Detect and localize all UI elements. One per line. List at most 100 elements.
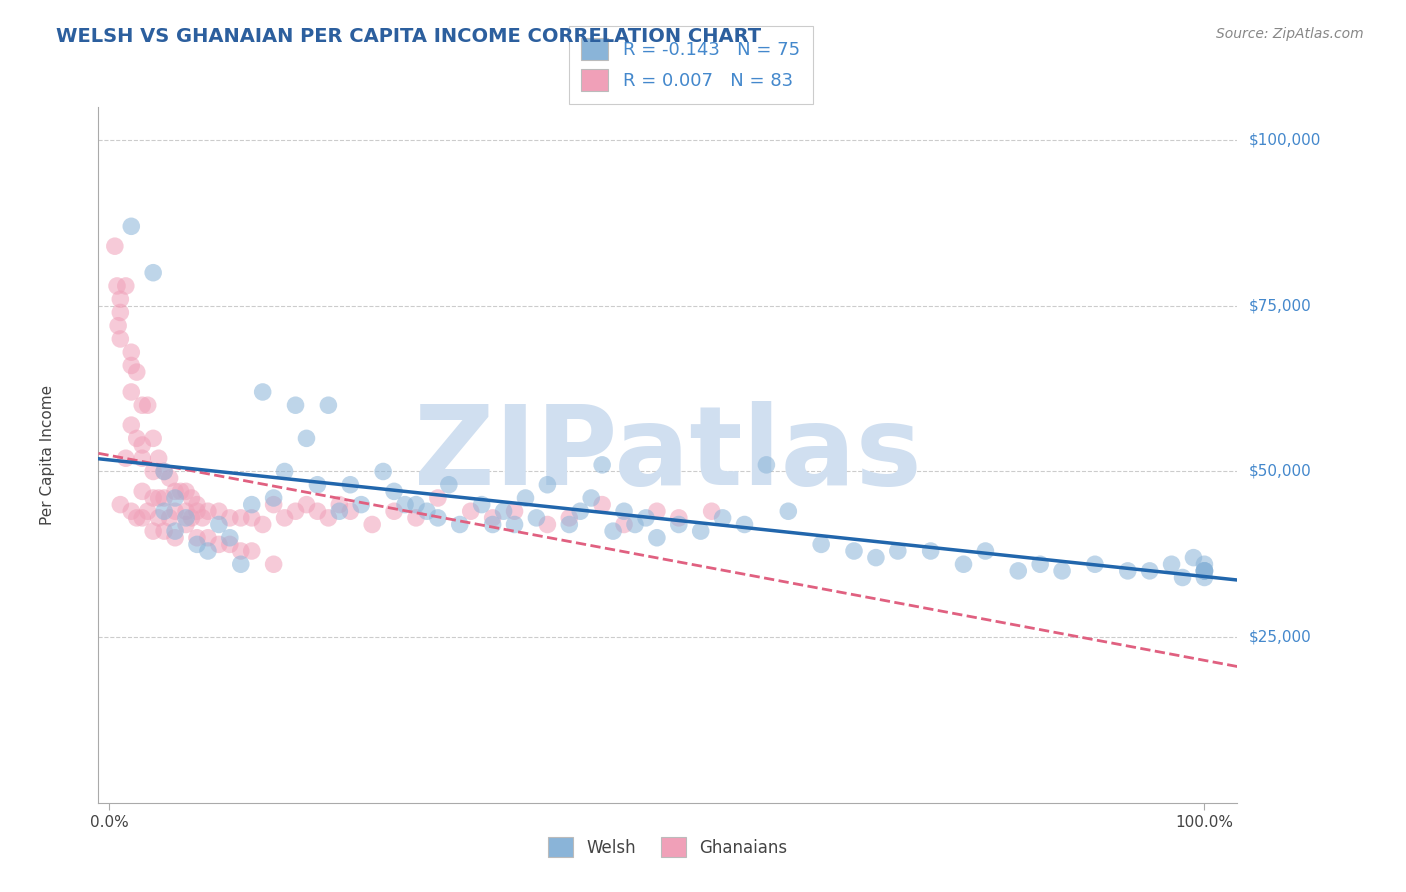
Point [174,517,197,532]
Point [318,511,340,525]
Point [416,504,439,518]
Point [165,491,187,505]
Point [1194,558,1216,572]
Point [634,511,657,525]
Point [174,511,197,525]
Text: WELSH VS GHANAIAN PER CAPITA INCOME CORRELATION CHART: WELSH VS GHANAIAN PER CAPITA INCOME CORR… [56,27,762,45]
Point [186,504,208,518]
Point [755,458,778,472]
Point [734,517,756,532]
Point [153,524,176,538]
Point [180,511,202,525]
Point [460,504,482,518]
Point [1084,558,1107,572]
Point [197,504,219,518]
Point [1050,564,1073,578]
Point [668,517,690,532]
Point [229,544,252,558]
Point [810,537,832,551]
Point [711,511,734,525]
Point [159,511,181,525]
Point [645,531,668,545]
Point [591,458,613,472]
Point [148,511,170,525]
Text: Per Capita Income: Per Capita Income [39,384,55,525]
Point [394,498,416,512]
Point [142,266,165,280]
Text: $100,000: $100,000 [1249,133,1320,148]
Point [186,498,208,512]
Point [579,491,602,505]
Point [208,504,231,518]
Point [328,498,350,512]
Point [449,517,471,532]
Point [284,504,307,518]
Point [229,558,252,572]
Point [1194,564,1216,578]
Point [120,345,142,359]
Point [136,398,159,412]
Point [197,531,219,545]
Point [645,504,668,518]
Point [240,498,263,512]
Text: $25,000: $25,000 [1249,630,1312,645]
Point [252,517,274,532]
Point [842,544,865,558]
Point [339,477,361,491]
Point [382,504,405,518]
Point [307,504,329,518]
Point [186,537,208,551]
Point [558,517,581,532]
Point [920,544,942,558]
Text: $75,000: $75,000 [1249,298,1312,313]
Point [295,498,318,512]
Point [169,484,191,499]
Point [613,504,636,518]
Point [131,451,153,466]
Point [208,537,231,551]
Point [503,504,526,518]
Point [492,504,515,518]
Point [148,451,170,466]
Text: $50,000: $50,000 [1249,464,1312,479]
Point [131,484,153,499]
Point [165,524,187,538]
Point [114,451,136,466]
Point [120,359,142,373]
Point [174,504,197,518]
Point [295,431,318,445]
Point [263,498,285,512]
Point [136,504,159,518]
Point [263,491,285,505]
Point [186,531,208,545]
Point [1116,564,1139,578]
Point [481,511,503,525]
Point [778,504,800,518]
Point [107,318,129,333]
Point [131,438,153,452]
Point [240,511,263,525]
Point [1029,558,1052,572]
Point [110,332,132,346]
Point [700,504,723,518]
Point [668,511,690,525]
Point [218,511,240,525]
Text: ZIPatlas: ZIPatlas [413,401,922,508]
Point [191,511,214,525]
Point [284,398,307,412]
Point [125,365,148,379]
Point [307,477,329,491]
Point [197,544,219,558]
Point [1194,564,1216,578]
Point [120,418,142,433]
Point [273,465,295,479]
Point [591,498,613,512]
Point [165,484,187,499]
Point [153,491,176,505]
Point [125,511,148,525]
Point [526,511,548,525]
Point [689,524,711,538]
Point [110,498,132,512]
Point [110,292,132,306]
Point [165,531,187,545]
